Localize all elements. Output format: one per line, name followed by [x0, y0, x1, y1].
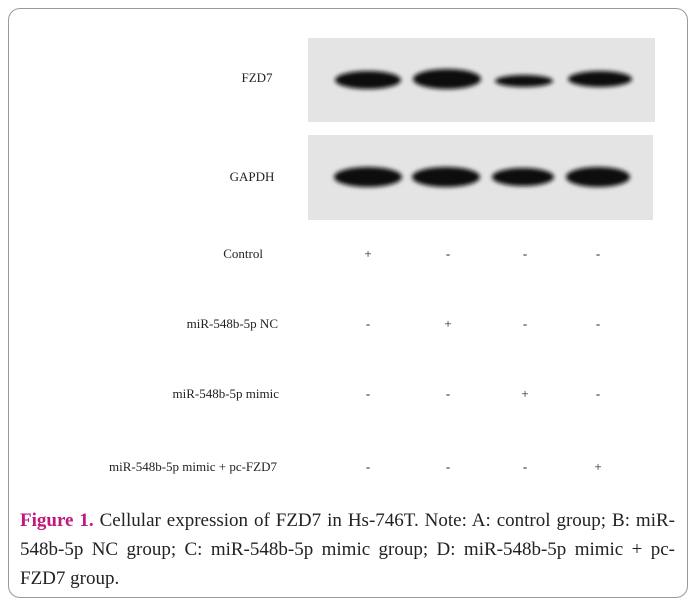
- treatment-sign: +: [594, 459, 601, 474]
- treatment-sign: -: [366, 386, 370, 401]
- band: [334, 167, 402, 187]
- band: [566, 167, 630, 187]
- treatment-sign: -: [366, 316, 370, 331]
- treatment-label: miR-548b-5p NC: [187, 316, 278, 331]
- treatment-label: Control: [223, 246, 263, 261]
- treatment-sign: -: [596, 386, 600, 401]
- treatment-sign: -: [523, 459, 527, 474]
- treatment-sign: +: [444, 316, 451, 331]
- treatment-label: miR-548b-5p mimic: [172, 386, 279, 401]
- band: [568, 71, 632, 87]
- treatment-sign: +: [364, 246, 371, 261]
- treatment-sign: -: [596, 316, 600, 331]
- protein-label: GAPDH: [230, 169, 275, 184]
- band: [412, 167, 480, 187]
- treatment-sign: -: [596, 246, 600, 261]
- caption-label: Figure 1.: [20, 510, 94, 531]
- band: [413, 69, 481, 89]
- treatment-sign: -: [446, 459, 450, 474]
- protein-label: FZD7: [241, 70, 273, 85]
- treatment-sign: -: [446, 386, 450, 401]
- band: [492, 168, 554, 186]
- treatment-label: miR-548b-5p mimic + pc-FZD7: [109, 459, 278, 474]
- page: FZD7 GAPDH Control + - - - miR-548b-5p NC - + - -…: [0, 0, 699, 605]
- treatment-sign: -: [366, 459, 370, 474]
- caption-text: Cellular expression of FZD7 in Hs-746T. …: [20, 510, 675, 589]
- treatment-sign: +: [521, 386, 528, 401]
- treatment-sign: -: [523, 316, 527, 331]
- band: [495, 75, 553, 87]
- figure: FZD7 GAPDH Control + - - - miR-548b-5p NC - + - -…: [0, 0, 699, 500]
- caption: Figure 1. Cellular expression of FZD7 in…: [20, 506, 675, 593]
- band: [335, 71, 401, 89]
- treatment-sign: -: [446, 246, 450, 261]
- treatment-sign: -: [523, 246, 527, 261]
